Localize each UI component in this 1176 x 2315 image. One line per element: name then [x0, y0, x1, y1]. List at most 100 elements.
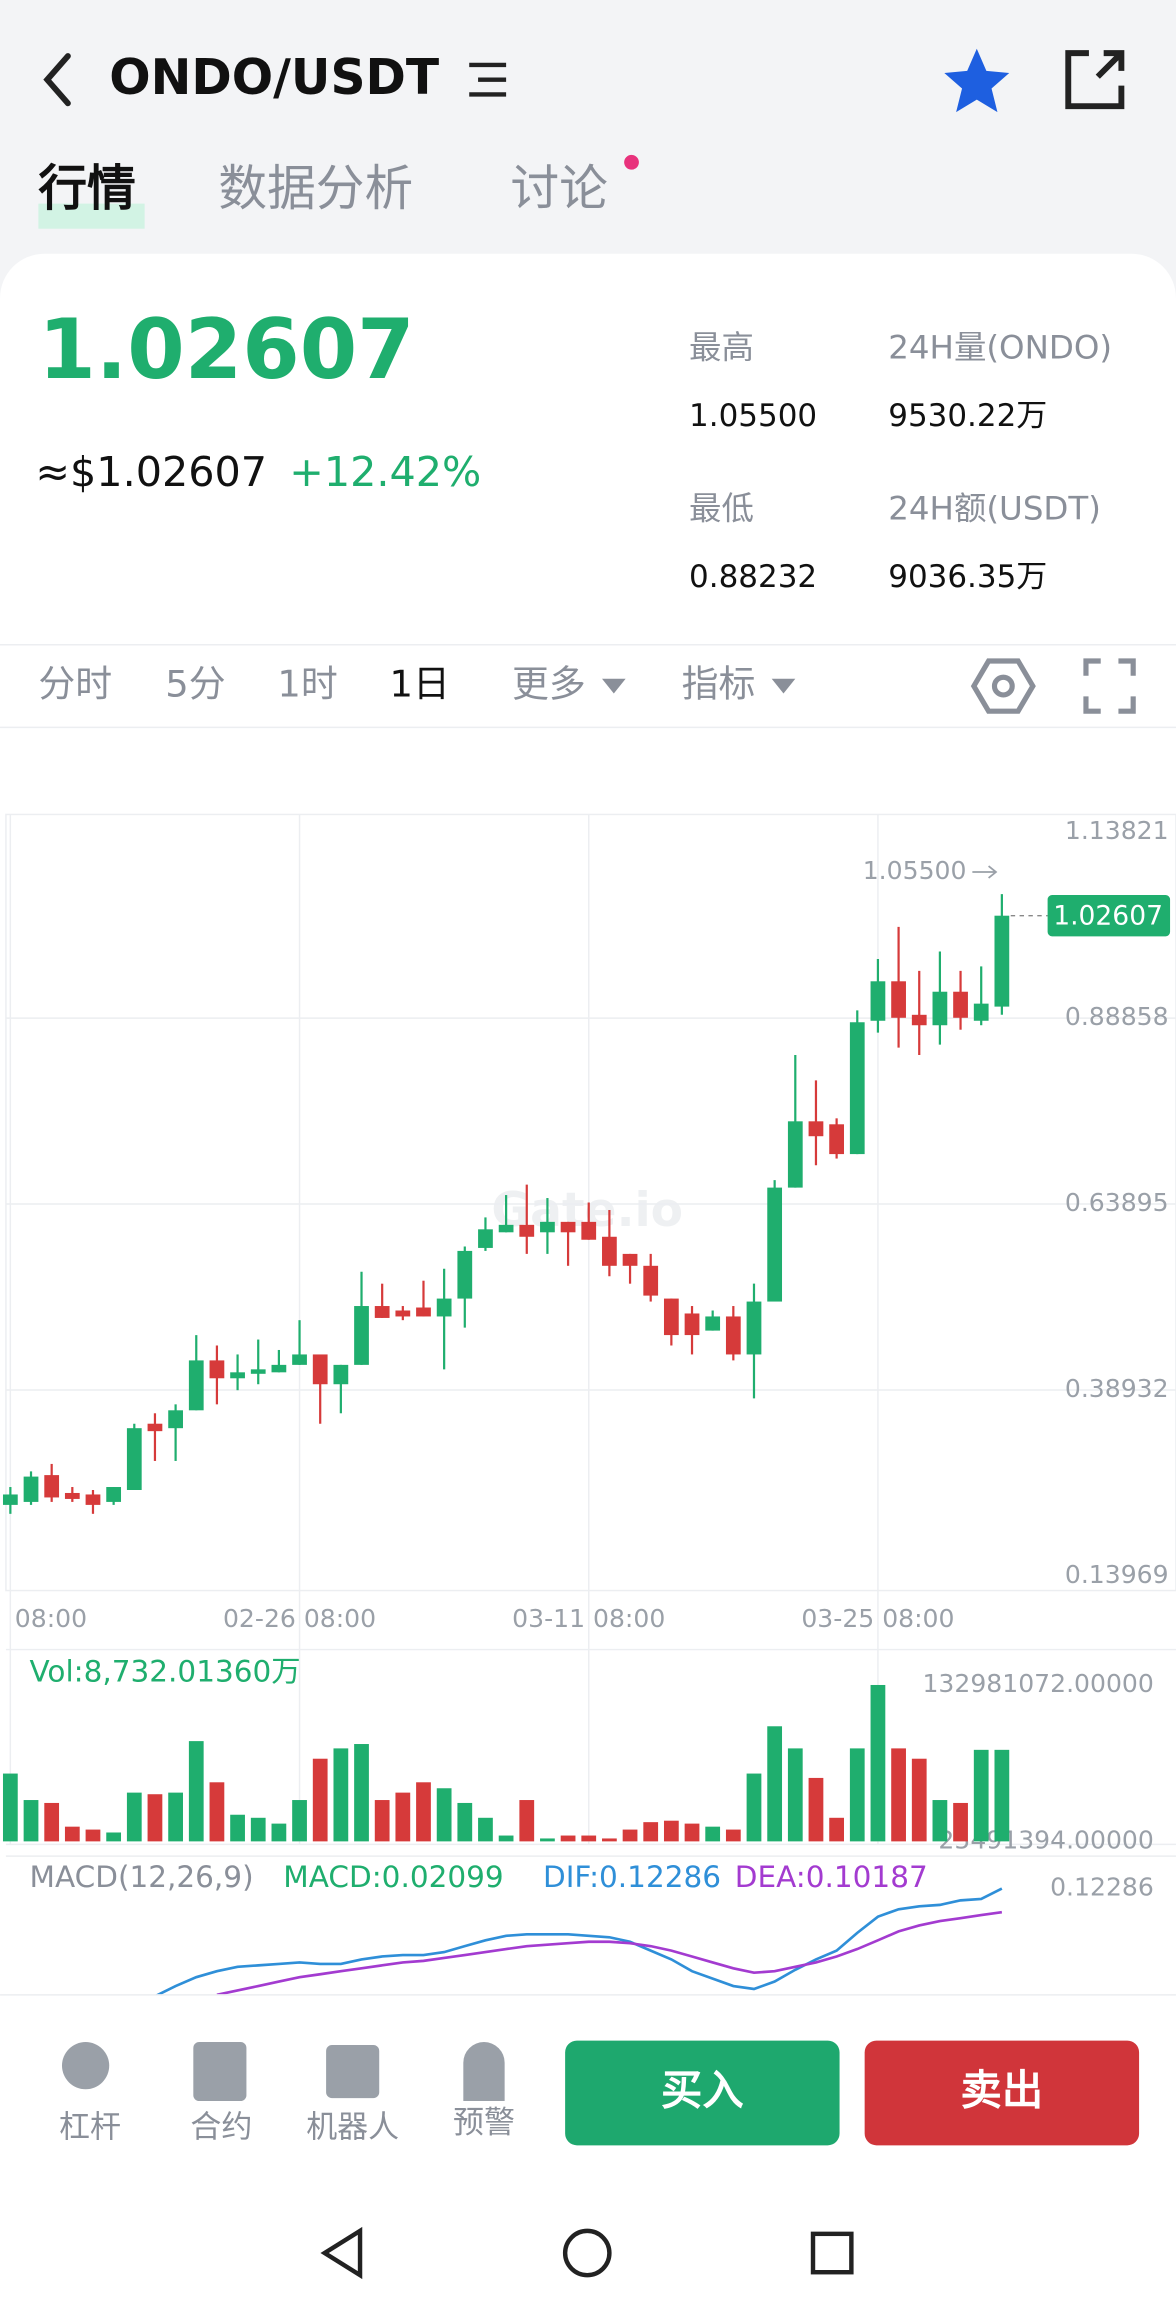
candle-body — [519, 1224, 535, 1237]
volume-bar — [870, 1684, 886, 1842]
volume-bar — [581, 1835, 597, 1842]
candle-body — [643, 1265, 659, 1296]
high-arrow — [972, 865, 998, 879]
x-tick-label: 03-11 08:00 — [512, 1604, 665, 1633]
candle-body — [147, 1423, 163, 1432]
last-price-tag-label: 1.02607 — [1053, 901, 1163, 932]
bot-icon[interactable] — [326, 2044, 380, 2099]
candle-body — [271, 1364, 287, 1373]
stat-label: 24H量(ONDO) — [888, 329, 1112, 367]
candle-body — [374, 1306, 390, 1318]
period-tab[interactable]: 分时 — [38, 663, 112, 706]
macd-label: DEA:0.10187 — [735, 1860, 928, 1894]
volume-bar — [787, 1748, 803, 1842]
volume-bar — [457, 1802, 473, 1842]
tab[interactable]: 讨论 — [511, 161, 608, 217]
candle-body — [64, 1492, 80, 1499]
settings-icon[interactable] — [970, 658, 1036, 714]
indicator-menu[interactable]: 指标 — [682, 663, 756, 706]
volume-tick-label: 132981072.00000 — [922, 1669, 1153, 1698]
back-button[interactable] — [43, 53, 71, 107]
volume-bar — [994, 1749, 1010, 1842]
high-label: 1.05500 — [863, 856, 967, 885]
candle-body — [663, 1298, 679, 1336]
sell-button[interactable] — [864, 2040, 1140, 2146]
stat-value: 0.88232 — [689, 559, 817, 595]
volume-bar — [725, 1829, 741, 1842]
volume-bar — [2, 1773, 18, 1842]
favorite-star[interactable] — [944, 48, 1010, 113]
stat-label: 24H额(USDT) — [888, 490, 1101, 528]
period-tab-active[interactable]: 1日 — [390, 663, 450, 706]
candle-body — [106, 1487, 122, 1502]
period-more[interactable]: 更多 — [512, 663, 586, 706]
volume-bar — [416, 1782, 431, 1842]
fullscreen-icon[interactable] — [1083, 658, 1136, 714]
volume-bar — [973, 1749, 989, 1842]
candle-body — [292, 1354, 307, 1365]
macd-dea-line — [216, 1910, 1003, 1995]
volume-bar — [602, 1838, 617, 1842]
volume-bar — [250, 1817, 266, 1842]
candle-body — [911, 1014, 927, 1026]
nav-home[interactable] — [562, 2228, 612, 2278]
nav-recent[interactable] — [810, 2231, 854, 2275]
volume-bar — [684, 1823, 700, 1842]
share-icon[interactable] — [1065, 50, 1125, 110]
volume-bar — [395, 1792, 411, 1842]
candle-body — [416, 1307, 431, 1317]
period-tab[interactable]: 5分 — [165, 663, 225, 706]
candle-body — [622, 1253, 638, 1266]
candle-body — [581, 1221, 597, 1240]
volume-bar — [953, 1802, 968, 1842]
candle-body — [891, 981, 906, 1018]
volume-bar — [64, 1826, 80, 1842]
volume-bar — [188, 1741, 204, 1842]
x-tick-label: 02-26 08:00 — [223, 1604, 376, 1633]
volume-bar — [911, 1758, 927, 1842]
candle-body — [560, 1221, 576, 1233]
stat-label: 最高 — [689, 329, 754, 367]
candle-body — [457, 1250, 473, 1299]
candle-body — [333, 1364, 349, 1385]
volume-bar — [849, 1748, 865, 1842]
candle-body — [85, 1494, 101, 1505]
volume-bar — [622, 1829, 638, 1842]
leverage-icon[interactable] — [61, 2042, 110, 2090]
volume-bar — [44, 1802, 60, 1842]
tab[interactable]: 数据分析 — [218, 161, 413, 217]
tab-highlight — [38, 203, 145, 229]
alert-icon[interactable] — [463, 2042, 505, 2102]
x-tick-label: 03-25 08:00 — [801, 1604, 954, 1633]
volume-bar — [705, 1826, 721, 1842]
tab-active[interactable]: 行情 — [38, 161, 135, 217]
volume-bar — [292, 1800, 307, 1842]
candle-body — [953, 991, 968, 1018]
period-tab[interactable]: 1时 — [277, 663, 337, 706]
pair-menu-icon[interactable] — [469, 62, 507, 97]
candle-body — [849, 1022, 865, 1155]
tool-label[interactable]: 预警 — [453, 2105, 515, 2141]
tool-label[interactable]: 杠杆 — [59, 2110, 121, 2146]
buy-button[interactable] — [565, 2040, 840, 2146]
notification-dot — [624, 154, 639, 170]
volume-bar — [271, 1823, 287, 1842]
y-tick-label: 0.13969 — [1065, 1560, 1169, 1589]
volume-bar — [374, 1800, 390, 1842]
tool-label[interactable]: 机器人 — [306, 2110, 399, 2146]
tool-label[interactable]: 合约 — [190, 2110, 252, 2146]
candle-body — [829, 1124, 844, 1155]
usd-price: ≈$1.02607 — [35, 448, 267, 496]
y-tick-label: 0.88858 — [1065, 1002, 1169, 1031]
buy-label: 买入 — [661, 2067, 744, 2115]
candle-body — [2, 1494, 18, 1505]
candle-body — [478, 1229, 493, 1248]
candle-body — [230, 1372, 245, 1379]
volume-bar — [519, 1800, 535, 1842]
volume-tick-label: 25491394.00000 — [938, 1825, 1153, 1854]
contract-icon[interactable] — [193, 2042, 247, 2102]
volume-bar — [106, 1832, 122, 1842]
candle-body — [126, 1428, 142, 1490]
volume-bar — [829, 1817, 844, 1842]
nav-back[interactable] — [320, 2226, 363, 2280]
